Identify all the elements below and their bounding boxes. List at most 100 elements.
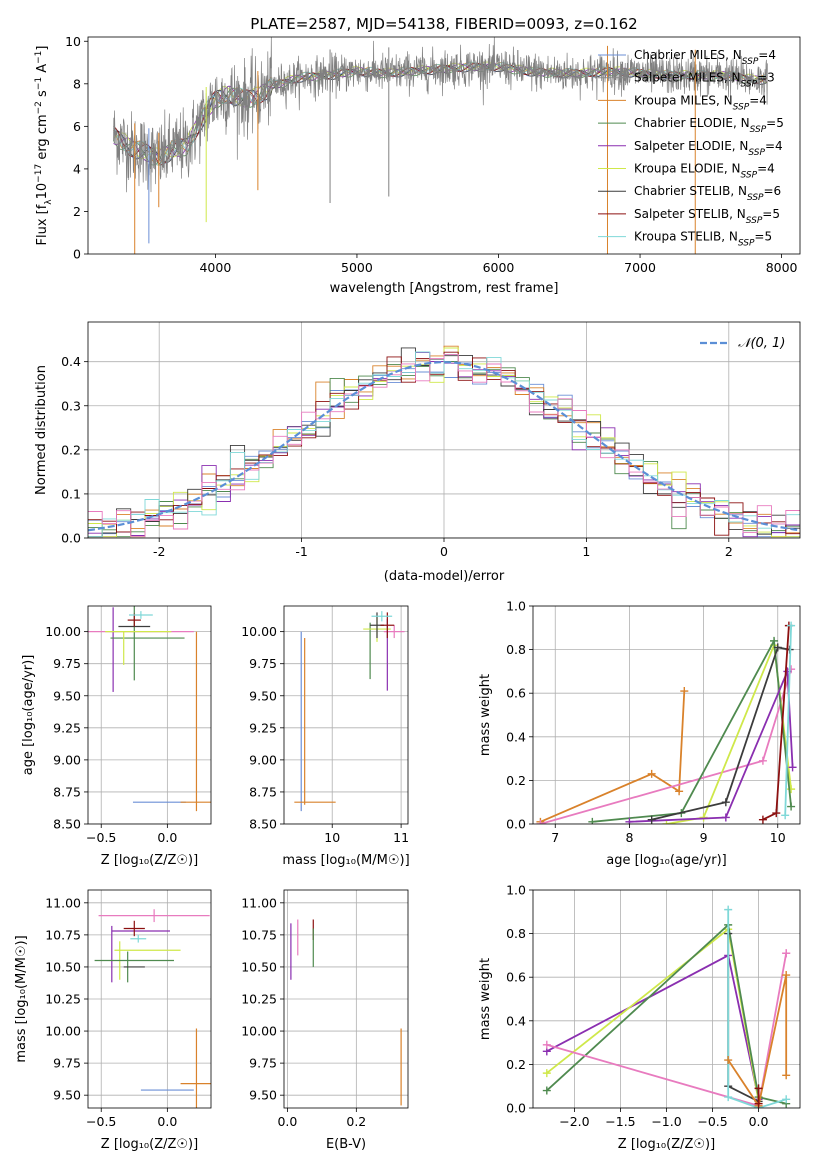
weight-point [647,769,656,778]
tick-label-y: 10.50 [241,959,277,974]
histogram-steps [88,351,800,538]
histogram-steps [88,347,800,538]
tick-label-x: −1.5 [605,1114,635,1129]
legend-text: Salpeter MILES, N [634,71,741,85]
legend-sub: SSP [742,57,759,67]
legend-text: Kroupa STELIB, N [634,230,738,244]
tick-label-y: 0.0 [61,531,81,546]
weight-series [540,668,792,824]
tick-label-x: 1 [582,544,590,559]
weight-point [754,1099,763,1108]
legend-entry: Kroupa STELIB, NSSP=5 [634,230,772,249]
axes-frame [87,36,801,255]
weight-point [662,820,671,824]
weight-point [782,1095,791,1104]
tick-label-y: 10.50 [45,959,81,974]
axis-label-x: age [log₁₀(age/yr)] [606,853,727,868]
weight-point [772,809,781,818]
weight-point [675,787,684,796]
tick-label-x: 10 [324,830,340,845]
tick-label-x: 7 [551,830,559,845]
axis-label-x: Z [log₁₀(Z/Z☉)] [101,1137,198,1152]
tick-label-y: 10.25 [45,992,81,1007]
weight-point [773,643,782,652]
tick-label-x: 10 [770,830,786,845]
legend-tail: =4 [765,139,783,153]
plot-area-mass_vs_EBV [284,890,408,1108]
weight-point [782,1071,791,1080]
tick-label-y: 9.25 [53,720,81,735]
legend-tail: =5 [766,116,784,130]
tick-label-x: 11 [393,830,409,845]
tick-label-y: 0.2 [506,1057,526,1072]
plot-area-spectrum [113,37,768,254]
tick-label-y: 10.00 [45,1024,81,1039]
tick-label-y: 0.2 [61,442,81,457]
tick-label-y: 10.00 [45,624,81,639]
legend-entry: 𝒩(0, 1) [738,336,785,351]
label-part: −1 [34,51,44,64]
tick-label-y: 9.00 [249,752,277,767]
tick-label-y: 11.00 [45,895,81,910]
tick-label-x: 0.2 [346,1114,366,1129]
axes-mass_vs_Z: −0.5 0.0 9.50 9.75 10.00 10.25 10.50 10.75 11.00… [14,889,212,1152]
axes-frame [87,321,801,539]
legend-tail: =5 [754,230,772,244]
weight-point [542,1069,551,1078]
weight-series [546,923,787,1105]
label-part: erg cm [35,114,50,163]
tick-label-y: 0.2 [506,773,526,788]
tick-label-y: 0.6 [506,686,526,701]
legend-text: Chabrier STELIB, N [634,184,747,198]
legend-text: Chabrier ELODIE, N [634,116,750,130]
legend-tail: =5 [762,207,780,221]
tick-label-y: 9.25 [249,720,277,735]
label-part: −1 [34,77,44,90]
label-part: λ [44,199,54,205]
axes-frame [283,605,409,825]
tick-label-y: 11.00 [241,895,277,910]
axis-label-y: Normed distribution [34,365,49,495]
tick-label-y: 2 [73,204,81,219]
tick-label-x: 7000 [624,260,656,275]
legend-sub: SSP [746,216,763,226]
axes-age_vs_mass: 10 11 8.50 8.75 9.00 9.25 9.50 9.75 10.00 mass [l… [241,605,410,868]
legend-entry: Chabrier ELODIE, NSSP=5 [634,116,784,135]
axis-label-y: age [log₁₀(age/yr)] [21,655,36,776]
legend-sub: SSP [748,148,765,158]
axes-frame [532,889,801,1109]
legend-sub: SSP [750,125,767,135]
axis-label-y: mass weight [478,674,493,756]
label-part: 10 [35,183,50,200]
axes-residuals: -2 -1 0 1 2 0.0 0.1 0.2 0.3 0.4 (data-model)/error… [34,321,801,584]
tick-label-y: 0.4 [506,729,526,744]
plot-area-age_vs_Z [88,606,211,824]
tick-label-y: 0.0 [506,1101,526,1116]
tick-label-y: 10.75 [45,927,81,942]
tick-label-x: 6000 [483,260,515,275]
tick-label-y: 8.75 [249,784,277,799]
tick-label-y: 9.75 [53,656,81,671]
legend-tail: =3 [757,71,775,85]
weight-point [758,756,767,765]
tick-label-y: 8.50 [53,817,81,832]
tick-label-x: 0.0 [157,1114,177,1129]
legend-entry: Kroupa ELODIE, NSSP=4 [634,162,775,181]
legend-sub: SSP [741,80,758,90]
axis-label-x: (data-model)/error [384,569,505,584]
legend-text: Kroupa ELODIE, N [634,162,741,176]
weight-point [787,802,796,811]
legend-text: Salpeter ELODIE, N [634,139,748,153]
label-part: ] [35,46,50,51]
legend-tail: =6 [764,184,782,198]
tick-label-y: 10.00 [241,624,277,639]
label-part: s [35,90,50,101]
tick-label-x: 0 [440,544,448,559]
legend-text: Kroupa MILES, N [634,93,733,107]
weight-point [758,815,767,824]
axes-mass_weight_vs_Z: −2.0 −1.5 −1.0 −0.5 0.0 0.0 0.2 0.4 0.6 0.8 1.0 Z [… [478,883,801,1152]
figure-title: PLATE=2587, MJD=54138, FIBERID=0093, z=0… [250,15,637,33]
weight-point [625,817,634,824]
